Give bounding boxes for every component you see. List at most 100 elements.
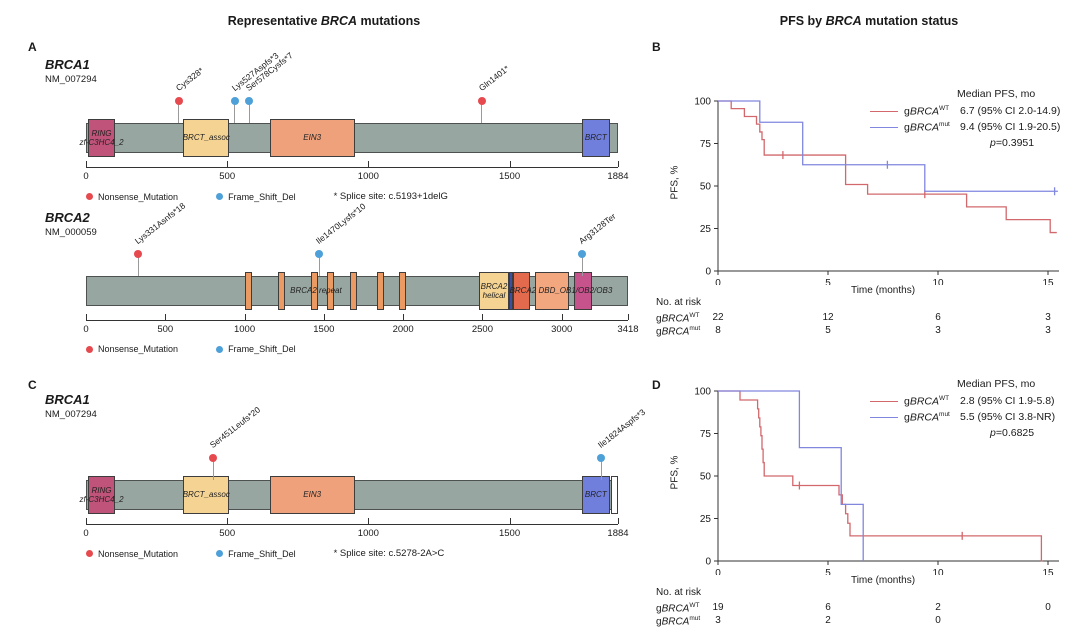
left-title-post: mutations (357, 14, 421, 28)
risk-count: 2 (825, 615, 831, 626)
risk-row-label: gBRCAmut (656, 325, 700, 337)
domain-box (573, 272, 592, 310)
label-prefix: g (904, 395, 910, 408)
km-plot-svg: 0 25 50 75 100 0 5 10 15 (694, 97, 1059, 285)
label-prefix: g (656, 603, 662, 615)
lollipop-stem (137, 254, 139, 276)
domain-box (311, 272, 319, 310)
risk-row-label: gBRCAWT (656, 312, 699, 324)
label-prefix: g (656, 313, 662, 325)
group-superscript: mut (939, 121, 950, 128)
gene-name: BRCA1 (45, 57, 90, 72)
p-value: p=0.6825 (990, 427, 1034, 439)
domain-label: BRCT (584, 490, 607, 500)
axis-tick (628, 314, 629, 320)
label-prefix: g (656, 616, 662, 628)
left-title-pre: Representative (227, 14, 321, 28)
mutation-dot-nonsense (134, 250, 143, 258)
domain-label: BRCT_assoc (182, 490, 230, 500)
splice-site-note: * Splice site: c.5193+1delG (333, 191, 448, 202)
km-legend-series-name: gBRCAWT (904, 105, 949, 118)
label-gene-italic: BRCA (909, 121, 940, 134)
position-axis (86, 320, 628, 321)
domain-box (534, 272, 570, 310)
risk-count: 19 (712, 602, 724, 613)
nonsense-legend-dot-icon (86, 550, 93, 557)
domain-box (349, 272, 357, 310)
km-legend-median-value: 5.5 (95% CI 3.8-NR) (960, 411, 1056, 423)
domain-label: RING zf-C3HC4_2 (79, 128, 124, 147)
right-title-post: mutation status (861, 14, 959, 28)
domain-box-ein3: EIN3 (269, 476, 355, 514)
km-legend-line-swatch (870, 401, 898, 402)
risk-count: 3 (935, 325, 941, 336)
y-tick-label: 25 (700, 224, 712, 235)
left-figure-title: Representative BRCA mutations (0, 14, 648, 28)
axis-tick-label: 3418 (617, 324, 639, 335)
lollipop-stem (248, 101, 250, 123)
domain-sublabel: zf-C3HC4_2 (79, 495, 124, 504)
lollipop-stem (581, 254, 583, 276)
axis-tick-label: 1884 (607, 528, 629, 539)
axis-tick-label: 1000 (233, 324, 256, 335)
nonsense-legend-dot-icon (86, 345, 93, 353)
panel-label-a: A (28, 40, 37, 54)
km-legend-title: Median PFS, mo (957, 88, 1036, 100)
y-tick-label: 50 (700, 182, 712, 193)
frameshift-legend-dot-icon (216, 345, 224, 353)
mutation-dot-nonsense (477, 97, 486, 105)
km-legend-median-value: 9.4 (95% CI 1.9-20.5) (960, 121, 1061, 133)
splice-site-note: * Splice site: c.5278-2A>C (333, 548, 445, 559)
lollipop-stem (234, 101, 236, 123)
mutation-dot-frameshift (315, 250, 324, 258)
legend-item-frameshift: Frame_Shift_Del (216, 344, 296, 354)
mutation-label: Gln1401* (476, 63, 511, 93)
axis-tick (86, 314, 87, 320)
mutation-label: Lys331Asnfs*18 (133, 200, 188, 246)
legend-item-label: Frame_Shift_Del (228, 344, 296, 354)
domain-box-ring: RING zf-C3HC4_2 (80, 119, 124, 157)
axis-tick-label: 500 (157, 324, 174, 335)
track-legend: Nonsense_Mutation Frame_Shift_Del * Splice… (86, 548, 444, 559)
legend-item-label: Nonsense_Mutation (98, 548, 179, 559)
p-value-italic-p: p (990, 427, 996, 439)
axis-tick (618, 518, 619, 524)
axis-tick (323, 314, 325, 320)
axis-tick-label: 0 (83, 324, 89, 335)
risk-count: 6 (935, 312, 941, 323)
axis-tick-label: 1500 (498, 171, 521, 182)
domain-box-ein3: EIN3 (269, 119, 355, 157)
axis-tick (227, 161, 229, 167)
risk-count: 0 (935, 615, 941, 626)
x-tick-label: 15 (1042, 278, 1054, 285)
label-gene-italic: BRCA (909, 105, 940, 118)
risk-table-title: No. at risk (656, 587, 702, 598)
km-legend-median-value: 6.7 (95% CI 2.0-14.9) (960, 105, 1061, 117)
risk-row-label: gBRCAmut (656, 615, 700, 627)
track-legend: Nonsense_Mutation Frame_Shift_Del (86, 344, 334, 354)
x-tick-label: 0 (715, 568, 721, 575)
domain-label: BRCT_assoc (182, 133, 230, 143)
axis-tick (561, 314, 563, 320)
label-prefix: g (904, 105, 910, 118)
y-tick-label: 75 (700, 139, 712, 150)
risk-count: 3 (1045, 312, 1051, 323)
domain-box-brct: BRCT (581, 119, 610, 157)
km-legend-line-swatch (870, 417, 898, 418)
y-tick-label: 100 (694, 97, 711, 108)
panel-label-b: B (652, 40, 661, 54)
axis-tick (403, 314, 405, 320)
domain-box (610, 476, 618, 514)
lollipop-stem (318, 254, 320, 276)
domain-label: EIN3 (303, 133, 322, 143)
mutation-label: Ile1470Lysfs*10 (313, 201, 368, 246)
legend-item-label: Nonsense_Mutation (98, 191, 179, 202)
group-superscript: WT (939, 395, 950, 402)
right-title-pre: PFS by (779, 14, 826, 28)
panel-label-c: C (28, 378, 37, 392)
domain-box-brct-assoc: BRCT_assoc (182, 476, 230, 514)
domain-box-brca2: BRCA2 helical (479, 272, 509, 310)
domain-label: BRCA2 helical (480, 281, 508, 300)
domain-sublabel: helical (482, 291, 506, 300)
